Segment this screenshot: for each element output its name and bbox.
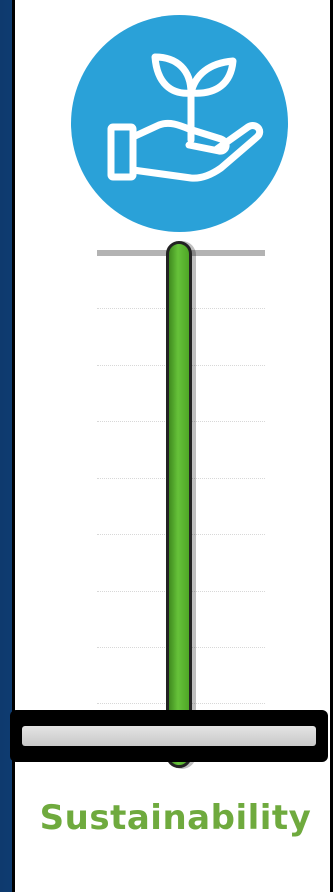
level-bar — [166, 241, 192, 768]
plant-in-hand-glyph — [107, 53, 264, 182]
plant-in-hand-icon — [71, 15, 288, 232]
slider-track[interactable] — [22, 726, 316, 746]
gauge-label: Sustainability — [39, 798, 312, 838]
slider-base[interactable] — [10, 710, 328, 762]
